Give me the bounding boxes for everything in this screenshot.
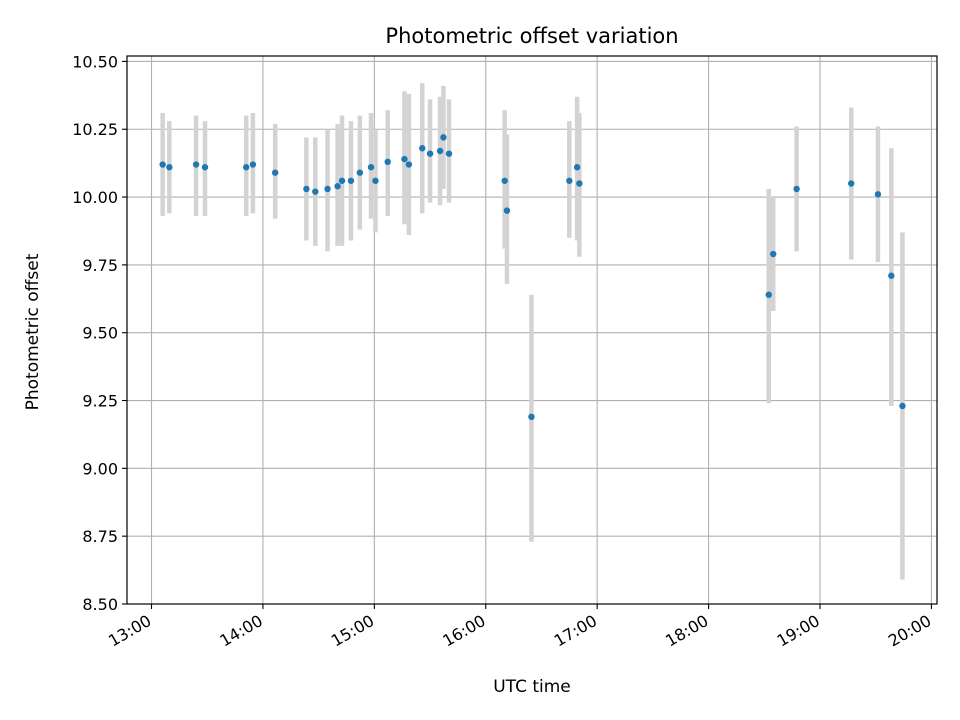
y-tick-label: 8.75 xyxy=(82,527,118,546)
y-tick-label: 9.00 xyxy=(82,459,118,478)
data-point xyxy=(848,180,855,187)
data-point xyxy=(445,150,453,157)
data-point xyxy=(324,185,331,193)
plot-frame xyxy=(126,55,938,605)
data-point xyxy=(384,158,391,166)
y-tick-label: 10.00 xyxy=(72,188,118,207)
data-point xyxy=(888,272,895,279)
y-tick-label: 9.25 xyxy=(82,392,118,411)
data-points xyxy=(159,134,906,421)
data-point xyxy=(440,134,447,141)
data-point xyxy=(303,185,310,193)
data-point xyxy=(201,164,209,171)
data-point xyxy=(243,164,250,171)
data-point xyxy=(347,177,355,184)
data-point xyxy=(765,291,772,298)
data-point xyxy=(312,188,319,195)
data-point xyxy=(503,207,511,214)
data-point xyxy=(576,180,583,187)
data-point xyxy=(166,164,173,171)
data-point xyxy=(249,161,257,168)
data-point xyxy=(793,185,800,193)
data-point xyxy=(566,177,573,184)
data-point xyxy=(192,161,200,168)
y-axis-ticks: 8.50 8.75 9.00 9.25 9.50 9.75 10.00 10.25 10.50 xyxy=(72,52,127,614)
data-point xyxy=(356,169,364,176)
data-point xyxy=(372,177,379,184)
data-point xyxy=(899,402,906,410)
data-point xyxy=(405,161,413,168)
data-point xyxy=(334,183,341,190)
data-point xyxy=(436,147,444,155)
data-point xyxy=(338,177,346,184)
y-tick-label: 9.50 xyxy=(82,324,118,343)
y-tick-label: 10.50 xyxy=(72,52,118,71)
data-point xyxy=(367,164,375,171)
data-point xyxy=(419,145,426,152)
y-tick-label: 8.50 xyxy=(82,595,118,614)
data-point xyxy=(874,191,882,198)
y-tick-label: 10.25 xyxy=(72,120,118,139)
y-tick-label: 9.75 xyxy=(82,256,118,275)
data-point xyxy=(426,150,434,157)
data-point xyxy=(159,161,166,168)
y-axis-label: Photometric offset xyxy=(23,253,43,410)
data-point xyxy=(573,164,581,171)
data-point xyxy=(501,177,508,184)
data-point xyxy=(770,250,777,258)
data-point xyxy=(528,413,535,421)
data-point xyxy=(401,155,408,163)
data-point xyxy=(271,169,279,176)
x-axis-label: UTC time xyxy=(493,677,571,697)
chart-title: Photometric offset variation xyxy=(385,24,678,48)
